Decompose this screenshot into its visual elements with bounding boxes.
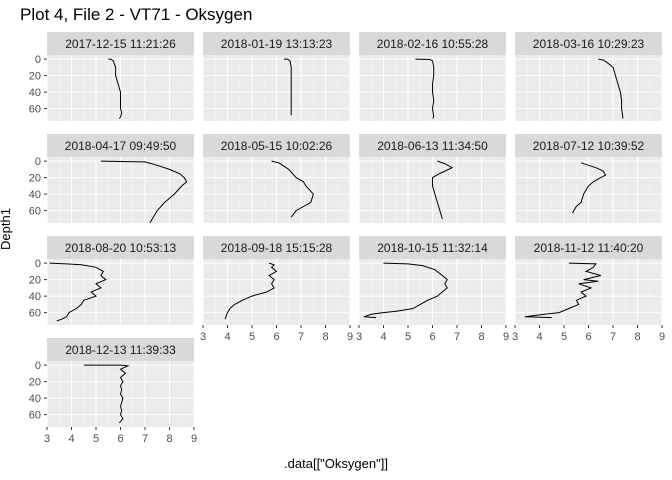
x-tick-label: 8	[166, 433, 172, 445]
x-tick-label: 9	[659, 331, 665, 343]
facet-strip-label: 2018-08-20 10:53:13	[65, 241, 177, 255]
facet-strip	[203, 236, 350, 259]
x-tick-label: 4	[224, 331, 230, 343]
facet-strip-label: 2018-12-13 11:39:33	[65, 343, 176, 357]
y-tick-label: 20	[29, 377, 41, 389]
facet-strip	[203, 32, 350, 55]
facet-strip	[47, 32, 194, 55]
facet-strip-label: 2018-02-16 10:55:28	[377, 37, 489, 51]
series-line	[108, 58, 123, 119]
x-tick-label: 9	[191, 433, 197, 445]
facet-strip-label: 2018-07-12 10:39:52	[533, 139, 645, 153]
facet-strip-label: 2018-06-13 11:34:50	[377, 139, 488, 153]
x-tick-label: 3	[512, 331, 518, 343]
facet-strip-label: 2018-10-15 11:32:14	[377, 241, 488, 255]
series-line	[524, 262, 601, 319]
y-tick-label: 0	[35, 258, 41, 270]
x-tick-label: 3	[44, 433, 50, 445]
y-tick-label: 60	[29, 410, 41, 422]
x-tick-label: 6	[273, 331, 279, 343]
facet-strip	[359, 236, 506, 259]
x-tick-label: 4	[536, 331, 542, 343]
facet-strip-label: 2017-12-15 11:21:26	[65, 37, 176, 51]
y-tick-label: 40	[29, 393, 41, 405]
x-tick-label: 3	[356, 331, 362, 343]
x-tick-label: 7	[454, 331, 460, 343]
y-axis-label: Depth1	[0, 208, 13, 250]
series-line	[363, 262, 448, 319]
facet-strip	[47, 236, 194, 259]
x-tick-label: 4	[380, 331, 386, 343]
x-tick-label: 5	[249, 331, 255, 343]
x-axis-label: .data[["Oksygen"]]	[284, 456, 388, 471]
y-tick-label: 60	[29, 206, 41, 218]
series-line	[224, 262, 278, 320]
facet-strip	[515, 236, 662, 259]
x-tick-label: 9	[347, 331, 353, 343]
series-line	[598, 58, 624, 119]
series-line	[572, 162, 607, 214]
x-tick-label: 6	[117, 433, 123, 445]
y-tick-label: 20	[29, 173, 41, 185]
y-tick-label: 40	[29, 87, 41, 99]
y-tick-label: 0	[35, 54, 41, 66]
y-tick-label: 40	[29, 189, 41, 201]
facet-strip-label: 2018-05-15 10:02:26	[221, 139, 333, 153]
series-line	[415, 58, 435, 119]
x-tick-label: 5	[405, 331, 411, 343]
x-tick-label: 5	[561, 331, 567, 343]
x-tick-label: 8	[478, 331, 484, 343]
facet-strip-label: 2018-04-17 09:49:50	[65, 139, 177, 153]
series-line	[100, 160, 188, 224]
series-line	[83, 364, 130, 424]
facet-strip-label: 2018-09-18 15:15:28	[221, 241, 333, 255]
x-tick-label: 9	[503, 331, 509, 343]
x-tick-label: 7	[610, 331, 616, 343]
y-tick-label: 20	[29, 275, 41, 287]
x-tick-label: 4	[68, 433, 74, 445]
series-line	[271, 160, 314, 218]
facet-strip-label: 2018-11-12 11:40:20	[534, 241, 644, 255]
x-tick-label: 3	[200, 331, 206, 343]
facet-strip	[203, 134, 350, 157]
x-tick-label: 7	[298, 331, 304, 343]
facet-strip	[359, 134, 506, 157]
y-tick-label: 40	[29, 291, 41, 303]
x-tick-label: 6	[585, 331, 591, 343]
facet-strip	[515, 32, 662, 55]
x-tick-label: 7	[142, 433, 148, 445]
facet-strip-label: 2018-01-19 13:13:23	[221, 37, 333, 51]
series-line	[283, 58, 292, 116]
series-line	[49, 262, 107, 322]
series-line	[432, 160, 454, 220]
facet-strip-label: 2018-03-16 10:29:23	[533, 37, 645, 51]
y-tick-label: 60	[29, 308, 41, 320]
facet-strip	[515, 134, 662, 157]
y-tick-label: 0	[35, 360, 41, 372]
facet-strip	[359, 32, 506, 55]
y-tick-label: 20	[29, 71, 41, 83]
x-tick-label: 8	[322, 331, 328, 343]
y-tick-label: 0	[35, 156, 41, 168]
facet-strip	[47, 134, 194, 157]
y-tick-label: 60	[29, 104, 41, 116]
x-tick-label: 5	[93, 433, 99, 445]
x-tick-label: 6	[429, 331, 435, 343]
facet-strip	[47, 338, 194, 361]
chart-title: Plot 4, File 2 - VT71 - Oksygen	[20, 5, 253, 24]
x-tick-label: 8	[634, 331, 640, 343]
